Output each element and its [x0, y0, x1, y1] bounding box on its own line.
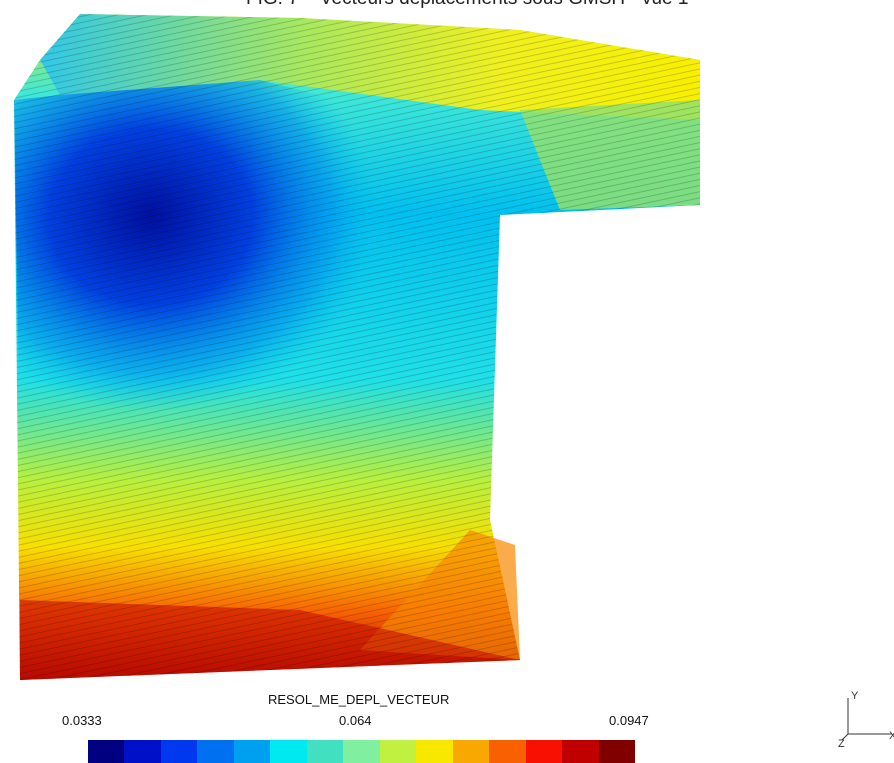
colorbar-max-label: 0.0947 — [609, 713, 649, 728]
colorbar-segment — [124, 740, 161, 763]
colorbar-segment — [525, 740, 563, 763]
figure-caption: FIG. 7 – Vecteurs déplacements sous GMSH… — [246, 0, 688, 10]
colorbar-segment — [197, 740, 234, 763]
colorbar-segment — [233, 740, 271, 763]
axis-triad-icon — [841, 698, 892, 741]
axis-y-label: Y — [851, 690, 859, 702]
colorbar-segment — [562, 740, 599, 763]
colorbar — [88, 740, 636, 763]
colorbar-field-label: RESOL_ME_DEPL_VECTEUR — [268, 692, 450, 707]
displacement-vector-plot — [14, 14, 700, 680]
colorbar-segment — [343, 740, 380, 763]
colorbar-segment — [452, 740, 490, 763]
colorbar-segment — [598, 740, 636, 763]
colorbar-segment — [306, 740, 344, 763]
colorbar-min-label: 0.0333 — [62, 713, 102, 728]
mesh-body — [14, 14, 700, 680]
colorbar-segment — [88, 740, 125, 763]
colorbar-segment — [489, 740, 526, 763]
colorbar-segment — [416, 740, 453, 763]
axis-x-label: X — [889, 730, 894, 742]
colorbar-segment — [379, 740, 417, 763]
colorbar-segment — [270, 740, 307, 763]
colorbar-mid-label: 0.064 — [339, 713, 372, 728]
colorbar-segment — [160, 740, 198, 763]
axis-z-label: Z — [838, 738, 845, 750]
